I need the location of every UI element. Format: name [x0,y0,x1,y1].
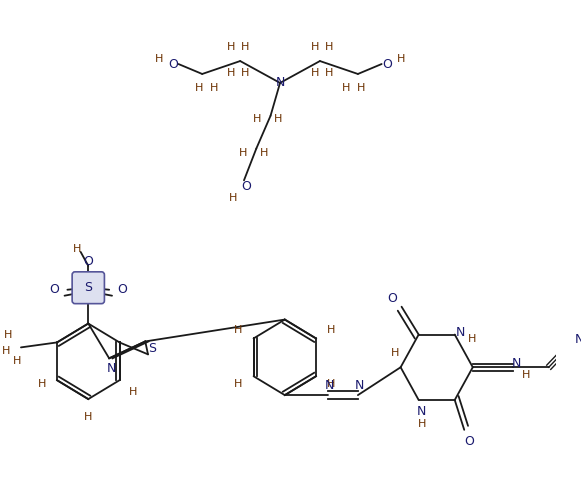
Text: O: O [83,256,93,269]
Text: H: H [274,114,282,124]
Text: H: H [396,54,405,64]
Text: N: N [325,378,334,392]
Text: H: H [241,68,249,78]
Text: N: N [355,378,364,392]
Text: H: H [342,83,351,93]
Text: O: O [168,58,178,71]
Text: H: H [253,114,261,124]
Text: O: O [241,180,251,193]
Text: H: H [73,244,81,254]
Text: H: H [418,419,426,429]
Text: O: O [117,283,127,296]
Text: H: H [227,68,235,78]
Text: H: H [327,325,335,335]
Text: N: N [417,406,426,419]
Text: N: N [106,362,116,375]
Text: H: H [228,193,237,203]
Text: N: N [575,333,581,346]
Text: H: H [195,83,203,93]
Text: H: H [241,42,249,52]
Text: S: S [84,281,92,294]
Text: N: N [275,76,285,90]
Text: H: H [357,83,365,93]
Text: H: H [2,347,10,356]
Text: S: S [148,342,156,355]
Text: H: H [13,356,21,366]
Text: H: H [155,54,164,64]
Text: H: H [391,348,399,358]
Text: H: H [325,68,333,78]
Text: H: H [260,148,268,157]
Text: O: O [382,58,392,71]
Text: H: H [522,370,530,380]
Text: H: H [468,333,476,344]
Text: H: H [234,379,242,389]
Text: O: O [387,292,397,305]
Text: H: H [325,42,333,52]
Text: N: N [512,357,521,370]
Text: H: H [3,331,12,340]
Text: H: H [239,148,247,157]
FancyBboxPatch shape [72,272,105,303]
Text: H: H [38,379,46,389]
Text: H: H [311,68,320,78]
Text: O: O [464,435,474,448]
Text: N: N [456,326,465,339]
Text: H: H [209,83,218,93]
Text: H: H [128,387,137,397]
Text: H: H [234,325,242,335]
Text: H: H [327,379,335,389]
Text: H: H [84,412,92,422]
Text: O: O [49,283,59,296]
Text: H: H [227,42,235,52]
Text: H: H [311,42,320,52]
